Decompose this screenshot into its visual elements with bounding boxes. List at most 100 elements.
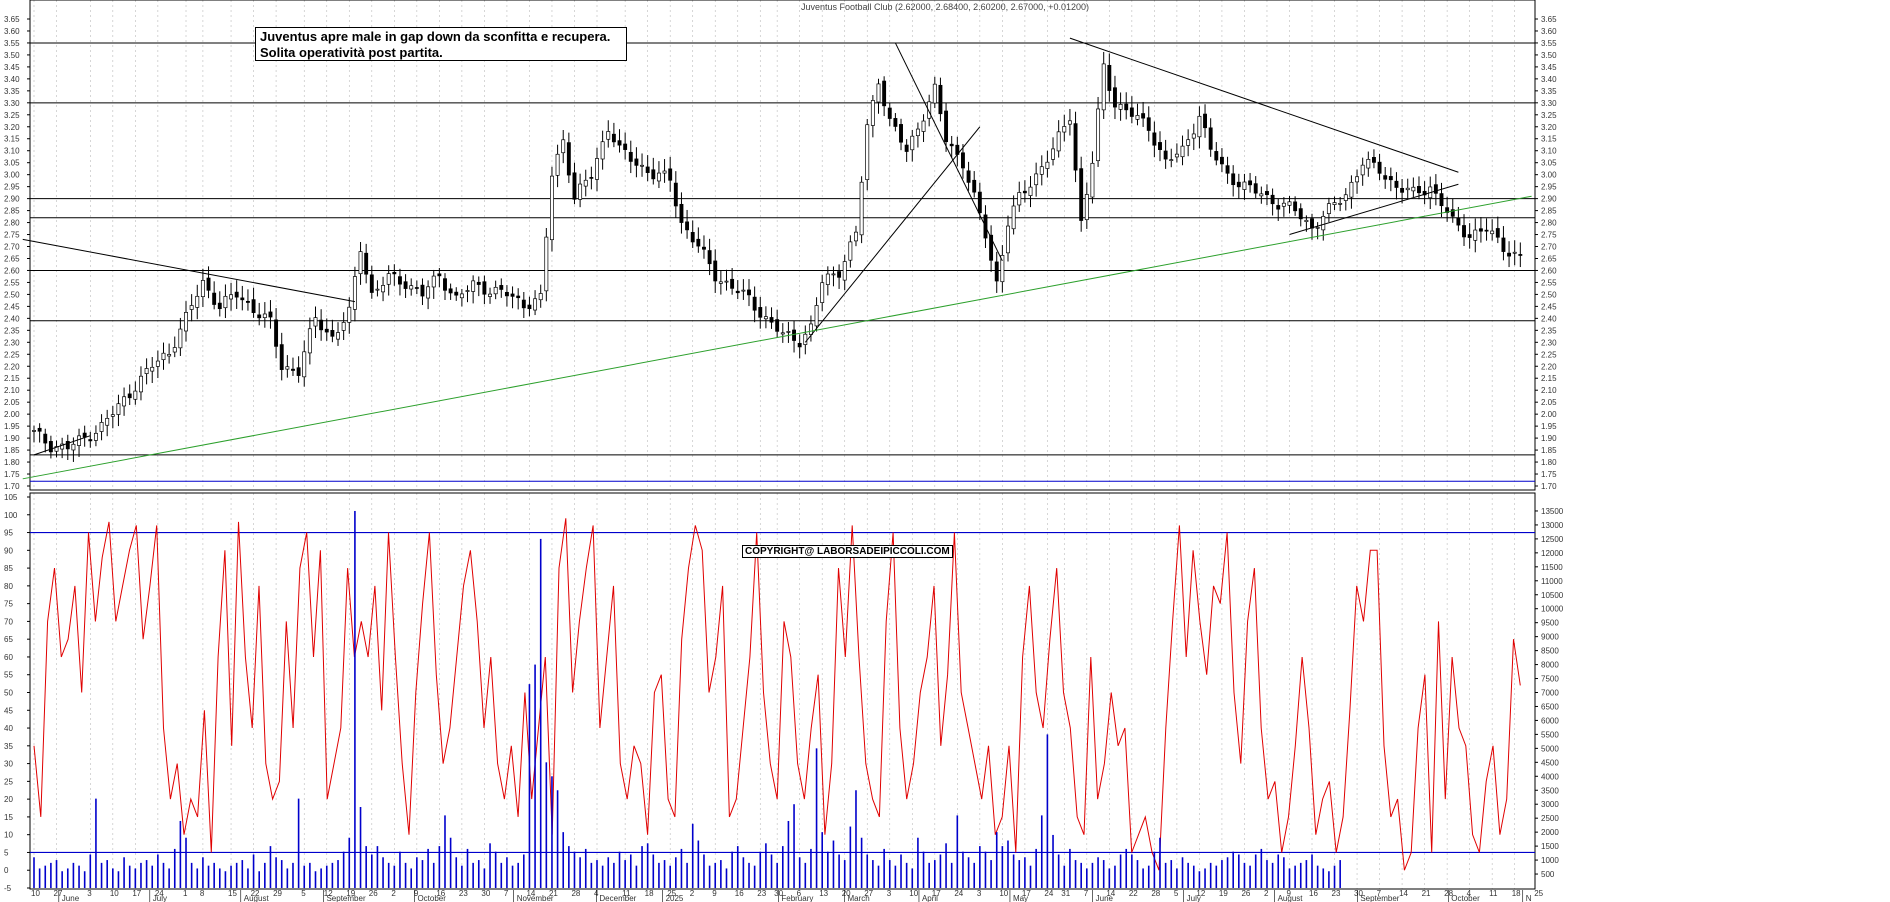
volume-bar <box>100 862 103 888</box>
candle-body <box>887 107 892 119</box>
volume-bar <box>241 860 244 888</box>
price-tick-left: 3.45 <box>4 63 20 72</box>
price-tick-left: 2.20 <box>4 362 20 371</box>
volume-bar <box>748 862 750 888</box>
trendline <box>894 42 1003 262</box>
candle <box>825 266 830 296</box>
candle-body <box>139 375 143 393</box>
volume-bar <box>939 854 942 888</box>
oscillator-tick: 70 <box>4 617 13 626</box>
candle-body <box>915 128 920 137</box>
volume-bar <box>883 848 885 888</box>
volume-tick: 5000 <box>1541 744 1559 753</box>
volume-bar <box>309 862 311 888</box>
volume-bar <box>1091 862 1094 888</box>
volume-bar <box>917 837 919 888</box>
oscillator-tick: 40 <box>4 724 13 733</box>
candle <box>88 431 93 448</box>
candle <box>409 278 414 296</box>
candle-body <box>1124 103 1129 111</box>
volume-bar <box>736 846 739 888</box>
candle-body <box>268 311 273 318</box>
candle <box>1388 167 1393 192</box>
volume-bar <box>224 871 227 888</box>
volume-bar <box>252 854 255 888</box>
volume-bar <box>1266 860 1268 888</box>
candle <box>392 264 397 286</box>
candle-body <box>792 329 797 341</box>
x-tick-day: 15 <box>228 889 237 898</box>
price-tick-left: 2.80 <box>4 219 20 228</box>
candle-body <box>544 236 549 292</box>
x-tick-day: 9 <box>712 889 717 898</box>
candle <box>296 356 301 383</box>
oscillator-tick: 25 <box>4 777 13 786</box>
x-tick-day: 2 <box>690 889 695 898</box>
candle <box>206 266 211 299</box>
volume-bar <box>320 868 322 888</box>
candle <box>1146 106 1151 142</box>
candle-body <box>459 293 464 299</box>
x-tick-day: 29 <box>273 889 282 898</box>
candle-body <box>1079 168 1084 221</box>
candle <box>1360 157 1365 186</box>
candle <box>730 268 735 295</box>
trendline <box>804 126 981 343</box>
volume-bar <box>573 851 576 888</box>
candle-body <box>685 221 690 231</box>
candle <box>1456 206 1461 232</box>
candle <box>1422 181 1427 205</box>
candle-body <box>640 164 644 167</box>
volume-bar <box>753 865 756 888</box>
x-tick-day: 31 <box>1061 889 1070 898</box>
candle-body <box>1473 229 1478 241</box>
price-tick-right: 2.45 <box>1541 302 1557 311</box>
volume-bar <box>928 862 930 888</box>
oscillator-layer <box>30 518 1535 871</box>
x-tick-day: 11 <box>1489 889 1498 898</box>
candle <box>702 235 706 259</box>
volume-bar <box>393 865 396 888</box>
candle-body <box>1186 139 1191 146</box>
candle <box>1219 148 1224 173</box>
oscillator-tick: 80 <box>4 582 13 591</box>
volume-bar <box>596 860 598 888</box>
price-tick-left: 3.50 <box>4 51 20 60</box>
x-tick-month: August <box>1278 894 1304 902</box>
candle-body <box>1422 190 1427 196</box>
x-tick-day: 7 <box>1377 889 1382 898</box>
x-tick-month: November <box>517 894 554 902</box>
price-tick-right: 2.60 <box>1541 266 1557 275</box>
candle-body <box>1433 184 1438 194</box>
price-tick-right: 3.00 <box>1541 171 1557 180</box>
candle <box>510 286 515 309</box>
volume-layer <box>33 510 1341 888</box>
candle-body <box>1000 255 1005 283</box>
x-tick-day: 17 <box>132 889 141 898</box>
x-tick-month: August <box>244 894 270 902</box>
price-tick-right: 3.30 <box>1541 99 1557 108</box>
candle-body <box>1360 164 1365 176</box>
x-tick-day: 8 <box>200 889 205 898</box>
candle <box>1326 197 1331 223</box>
candle <box>352 266 357 322</box>
volume-bar <box>984 851 987 888</box>
candle-body <box>369 274 374 293</box>
price-tick-left: 2.65 <box>4 254 20 263</box>
price-tick-right: 3.10 <box>1541 147 1557 156</box>
candle-body <box>1394 180 1399 188</box>
candle <box>285 355 290 378</box>
volume-bar <box>207 865 210 888</box>
candle <box>820 274 825 312</box>
candle-body <box>1129 107 1134 117</box>
candle <box>634 147 639 178</box>
x-tick-month: 2025 <box>666 894 684 902</box>
oscillator-tick: -5 <box>4 884 12 893</box>
candle-body <box>471 280 476 292</box>
price-tick-left: 3.40 <box>4 75 20 84</box>
candle-body <box>32 430 36 432</box>
candle <box>1203 104 1207 138</box>
candle-body <box>870 100 875 126</box>
candle <box>1191 123 1196 151</box>
candle <box>257 302 262 326</box>
